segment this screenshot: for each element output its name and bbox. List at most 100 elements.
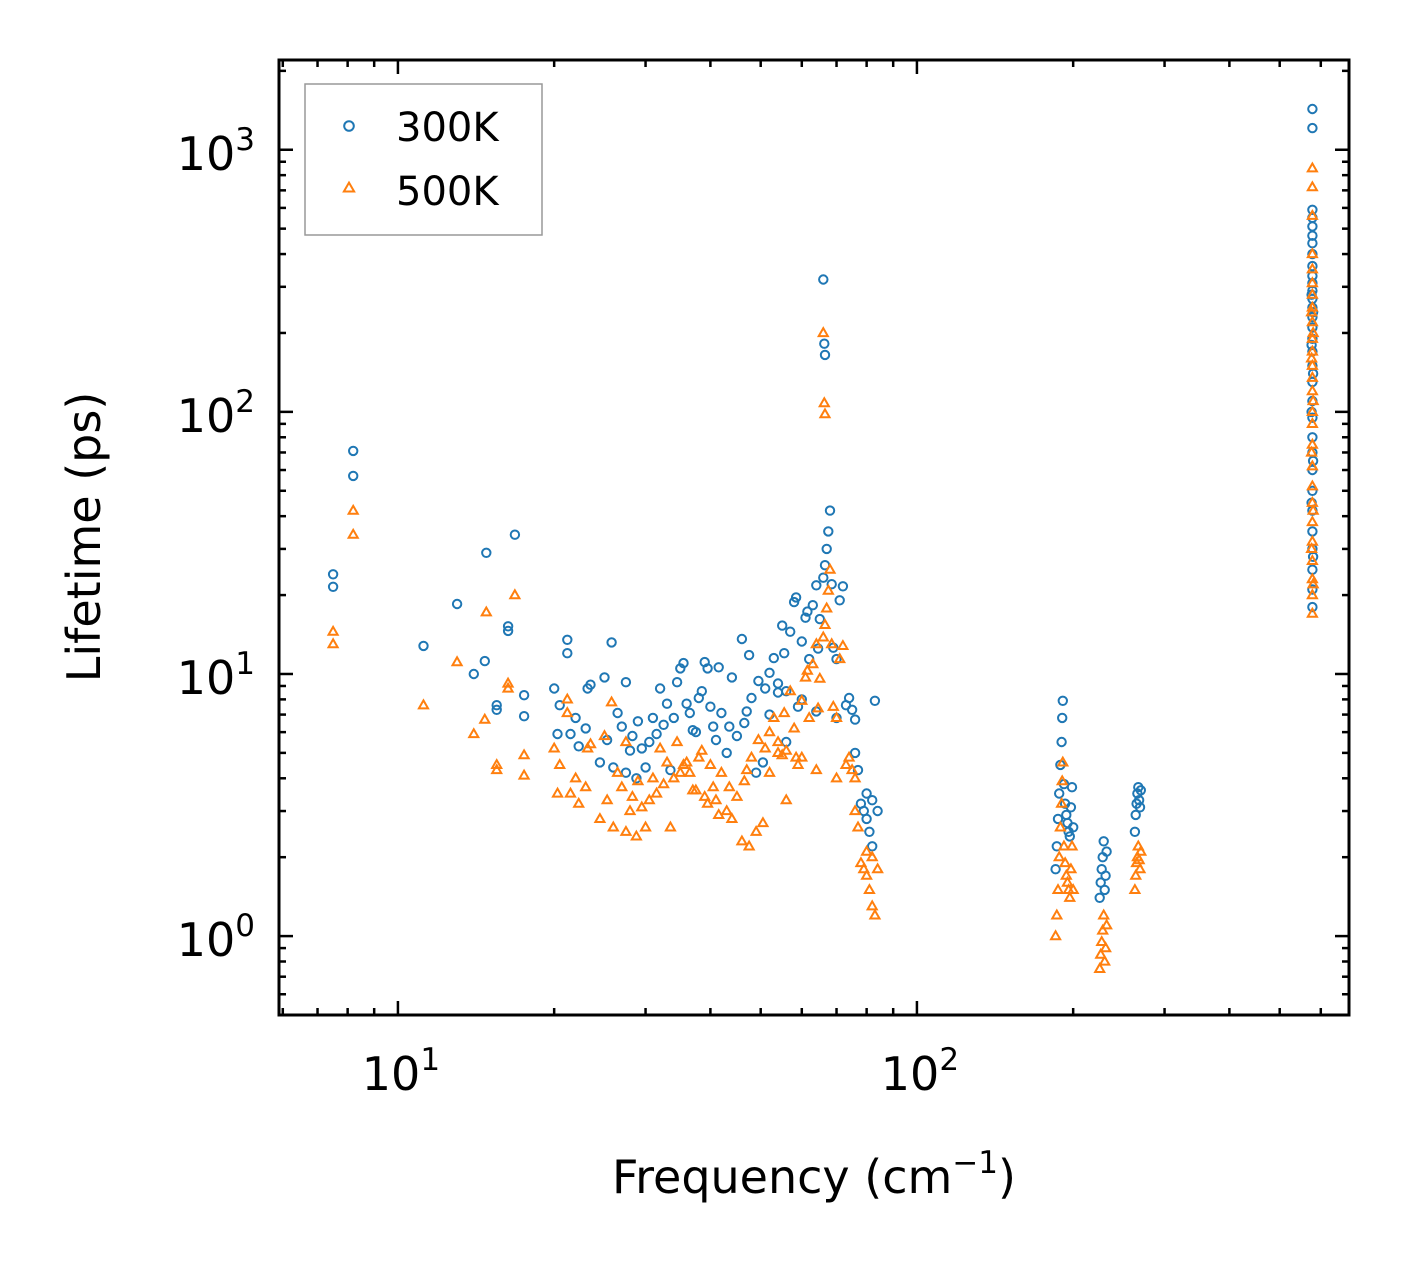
point-500k-11 [501, 676, 515, 688]
point-300k-138 [1057, 695, 1069, 706]
point-300k-52 [678, 657, 689, 669]
point-300k-72 [741, 706, 752, 717]
plot-frame [277, 58, 1351, 1017]
point-300k-164 [1307, 103, 1318, 115]
point-500k-10 [490, 763, 503, 775]
point-500k-5 [450, 655, 464, 667]
point-300k-189 [1307, 485, 1318, 496]
point-500k-79 [763, 725, 776, 737]
point-500k-68 [725, 812, 739, 824]
point-300k-172 [1307, 260, 1318, 272]
point-300k-37 [627, 730, 638, 742]
point-300k-42 [644, 736, 655, 748]
point-300k-28 [599, 672, 610, 683]
point-500k-58 [695, 743, 709, 755]
point-500k-80 [767, 711, 781, 723]
point-500k-72 [740, 763, 754, 775]
point-500k-48 [664, 820, 677, 832]
point-300k-146 [1066, 782, 1078, 793]
point-500k-69 [730, 789, 744, 801]
point-500k-50 [670, 735, 684, 747]
point-500k-52 [677, 758, 690, 769]
point-500k-105 [825, 637, 838, 649]
point-500k-24 [579, 780, 592, 792]
point-300k-56 [690, 726, 702, 738]
point-300k-43 [647, 712, 659, 724]
point-500k-18 [553, 758, 567, 769]
point-300k-137 [1057, 712, 1068, 724]
point-500k-149 [1094, 947, 1107, 959]
point-300k-19 [562, 634, 573, 645]
x-tick-label-100: 102 [881, 1042, 959, 1101]
point-300k-20 [562, 648, 573, 659]
point-500k-40 [635, 800, 649, 812]
point-500k-34 [619, 824, 633, 836]
point-500k-156 [1128, 883, 1142, 895]
point-500k-108 [833, 652, 847, 664]
point-500k-126 [830, 771, 843, 783]
point-300k-1 [327, 581, 339, 592]
point-300k-108 [834, 595, 845, 606]
point-500k-189 [1306, 606, 1319, 618]
point-500k-144 [1063, 890, 1077, 902]
point-500k-148 [1093, 962, 1107, 973]
point-300k-65 [716, 707, 727, 719]
point-300k-100 [823, 526, 834, 537]
point-300k-24 [580, 723, 591, 734]
point-300k-3 [348, 470, 359, 482]
point-300k-33 [616, 721, 627, 732]
point-300k-168 [1307, 221, 1318, 232]
point-500k-39 [631, 774, 645, 786]
point-500k-116 [857, 862, 871, 874]
point-500k-23 [572, 796, 585, 808]
point-500k-129 [865, 899, 879, 911]
point-300k-154 [1100, 870, 1111, 881]
point-300k-67 [724, 721, 735, 732]
x-axis-label-superscript: −1 [952, 1145, 998, 1181]
point-300k-122 [772, 687, 784, 698]
point-300k-128 [861, 788, 872, 799]
legend-label-500k: 500K [396, 169, 500, 215]
point-300k-127 [849, 747, 861, 759]
point-300k-38 [631, 773, 642, 784]
point-300k-120 [869, 695, 881, 706]
point-500k-91 [801, 663, 814, 675]
point-500k-62 [706, 780, 720, 792]
point-500k-145 [1064, 862, 1078, 874]
point-500k-195 [1306, 503, 1320, 515]
point-500k-67 [723, 780, 736, 792]
point-300k-62 [708, 721, 719, 732]
point-500k-194 [1305, 445, 1318, 457]
point-500k-164 [1306, 161, 1319, 173]
point-300k-118 [864, 826, 875, 837]
point-500k-95 [811, 701, 825, 713]
point-500k-2 [346, 503, 360, 515]
point-500k-134 [1052, 850, 1066, 862]
point-300k-44 [651, 728, 662, 740]
point-300k-34 [620, 767, 632, 778]
point-300k-36 [624, 745, 636, 756]
point-300k-23 [573, 741, 584, 752]
point-500k-169 [1306, 276, 1319, 288]
point-300k-2 [348, 445, 359, 457]
point-300k-103 [819, 338, 830, 349]
point-500k-70 [735, 834, 749, 846]
point-300k-119 [867, 795, 878, 806]
point-500k-138 [1056, 755, 1070, 767]
point-500k-32 [611, 765, 624, 777]
point-300k-90 [800, 612, 811, 623]
point-300k-97 [818, 572, 829, 583]
point-500k-98 [818, 618, 832, 629]
point-300k-163 [1135, 785, 1147, 796]
point-300k-130 [872, 805, 883, 817]
point-300k-155 [1101, 846, 1112, 857]
point-500k-100 [822, 583, 835, 595]
point-500k-81 [771, 735, 785, 747]
point-300k-191 [1307, 526, 1318, 537]
point-500k-163 [1134, 844, 1148, 856]
point-300k-201 [1307, 455, 1319, 467]
point-300k-21 [565, 728, 576, 740]
point-300k-195 [1307, 601, 1318, 613]
point-300k-113 [849, 714, 861, 725]
